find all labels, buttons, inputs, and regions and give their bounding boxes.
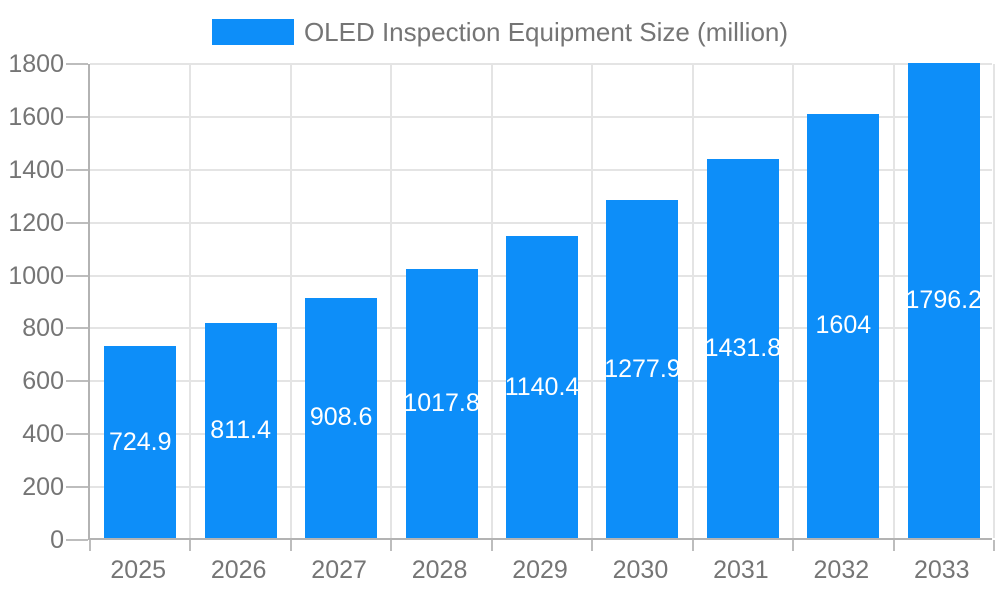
y-tick-label: 600 <box>22 367 64 396</box>
gridline <box>390 64 393 538</box>
x-tick <box>993 540 995 551</box>
y-tick-label: 1000 <box>8 261 64 290</box>
x-tick-label: 2029 <box>512 556 568 584</box>
gridline <box>289 64 292 538</box>
x-tick-label: 2031 <box>713 556 769 584</box>
y-tick-label: 1800 <box>8 50 64 78</box>
y-tick <box>66 274 88 277</box>
bar-value-label: 908.6 <box>309 403 373 432</box>
y-tick-label: 400 <box>22 420 64 449</box>
y-tick <box>66 486 88 489</box>
bar: 1796.2 <box>905 63 982 538</box>
bar: 1277.9 <box>604 200 681 538</box>
bar-value-label: 1796.2 <box>905 286 982 314</box>
plot-area: 724.9 811.4 908.6 1017.8 1140.4 1277.9 1431.8 1… <box>66 63 995 551</box>
bar: 1140.4 <box>504 236 580 538</box>
x-tick <box>390 540 393 551</box>
gridline <box>90 221 992 224</box>
x-tick <box>792 540 795 551</box>
gridline <box>591 64 594 538</box>
bar: 1017.8 <box>403 268 480 538</box>
x-tick-label: 2033 <box>913 556 970 584</box>
y-tick <box>66 433 88 436</box>
y-tick <box>66 380 88 383</box>
gridline <box>90 168 992 171</box>
x-tick <box>892 540 895 551</box>
gridline <box>90 115 992 118</box>
x-tick-label: 2025 <box>110 556 167 584</box>
y-tick <box>66 221 88 224</box>
bar-value-label: 1277.9 <box>604 354 681 383</box>
gridline <box>189 64 192 538</box>
bar: 1604 <box>807 113 880 538</box>
gridline <box>792 64 795 538</box>
bar-value-label: 1017.8 <box>403 388 480 417</box>
legend-swatch <box>211 19 294 45</box>
x-tick <box>289 540 292 551</box>
y-tick-label: 800 <box>22 314 64 343</box>
x-tick <box>189 540 192 551</box>
y-tick-label: 0 <box>50 526 64 554</box>
bar: 811.4 <box>204 323 277 538</box>
bar-value-label: 1140.4 <box>504 372 580 401</box>
y-tick <box>66 115 88 118</box>
y-tick-label: 200 <box>22 473 64 502</box>
x-tick-label: 2027 <box>311 556 367 584</box>
gridline <box>490 64 493 538</box>
bar: 908.6 <box>305 297 378 538</box>
bar-value-label: 1604 <box>815 311 872 340</box>
y-tick <box>66 168 88 171</box>
bar-value-label: 811.4 <box>210 416 272 445</box>
x-tick-label: 2026 <box>210 556 267 584</box>
y-tick <box>66 63 88 65</box>
gridline <box>993 64 995 538</box>
x-tick-label: 2030 <box>612 556 669 584</box>
x-tick <box>691 540 694 551</box>
gridline <box>892 64 895 538</box>
x-tick <box>591 540 594 551</box>
bar-value-label: 724.9 <box>108 427 172 456</box>
y-tick-label: 1600 <box>8 102 64 131</box>
legend: OLED Inspection Equipment Size (million) <box>0 14 1000 50</box>
y-tick <box>66 539 88 541</box>
gridline <box>90 63 992 65</box>
gridline <box>691 64 694 538</box>
x-tick-label: 2032 <box>813 556 870 584</box>
legend-label: OLED Inspection Equipment Size (million) <box>303 16 789 47</box>
bar: 724.9 <box>104 346 177 538</box>
bar: 1431.8 <box>704 159 782 538</box>
y-tick-label: 1400 <box>8 155 64 184</box>
y-tick <box>66 327 88 330</box>
x-tick <box>490 540 493 551</box>
x-tick <box>89 540 91 551</box>
x-tick-label: 2028 <box>411 556 468 584</box>
bar-value-label: 1431.8 <box>704 334 782 363</box>
y-tick-label: 1200 <box>8 208 64 237</box>
